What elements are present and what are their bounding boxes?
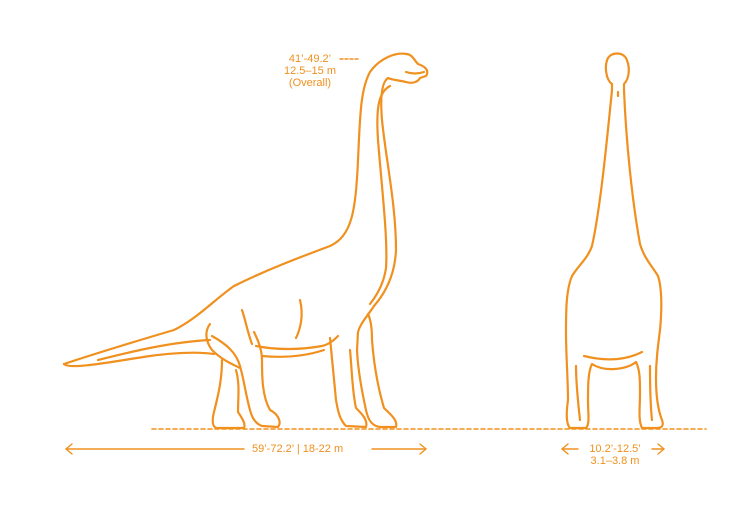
length-label: 59’-72.2’ | 18-22 m <box>248 443 348 455</box>
side-body-outline <box>62 52 429 366</box>
width-feet: 10.2’-12.5’ <box>589 443 641 455</box>
front-view-dinosaur <box>564 52 664 430</box>
side-hip-line <box>240 308 254 346</box>
height-feet: 41’-49.2’ <box>288 53 332 65</box>
length-arrow <box>65 443 427 455</box>
side-head-mouth <box>404 70 426 75</box>
side-hind-leg-far <box>211 358 246 430</box>
front-leg-right-inner <box>648 364 654 422</box>
front-body-outline <box>564 52 664 430</box>
side-neck-inner-line <box>368 84 392 306</box>
side-front-leg-far <box>328 336 368 429</box>
front-leg-left-inner <box>574 364 582 422</box>
height-label: 41’-49.2’ 12.5–15 m (Overall) <box>262 53 358 89</box>
height-meters: 12.5–15 m <box>284 65 336 77</box>
width-arrow <box>561 443 665 455</box>
side-tail-inner-line <box>96 338 212 362</box>
height-qualifier: (Overall) <box>288 77 332 89</box>
side-tail-underside <box>62 351 216 368</box>
side-front-leg-near <box>355 312 398 429</box>
side-shoulder-line <box>294 298 303 340</box>
side-hind-thigh <box>205 322 242 370</box>
width-label: 10.2’-12.5’ 3.1–3.8 m <box>578 443 652 467</box>
side-belly-inner <box>260 348 326 358</box>
side-view-dinosaur <box>62 52 429 430</box>
front-chest <box>582 350 644 361</box>
width-meters: 3.1–3.8 m <box>590 455 640 467</box>
side-belly <box>254 334 340 351</box>
side-hind-leg-near <box>210 330 281 429</box>
